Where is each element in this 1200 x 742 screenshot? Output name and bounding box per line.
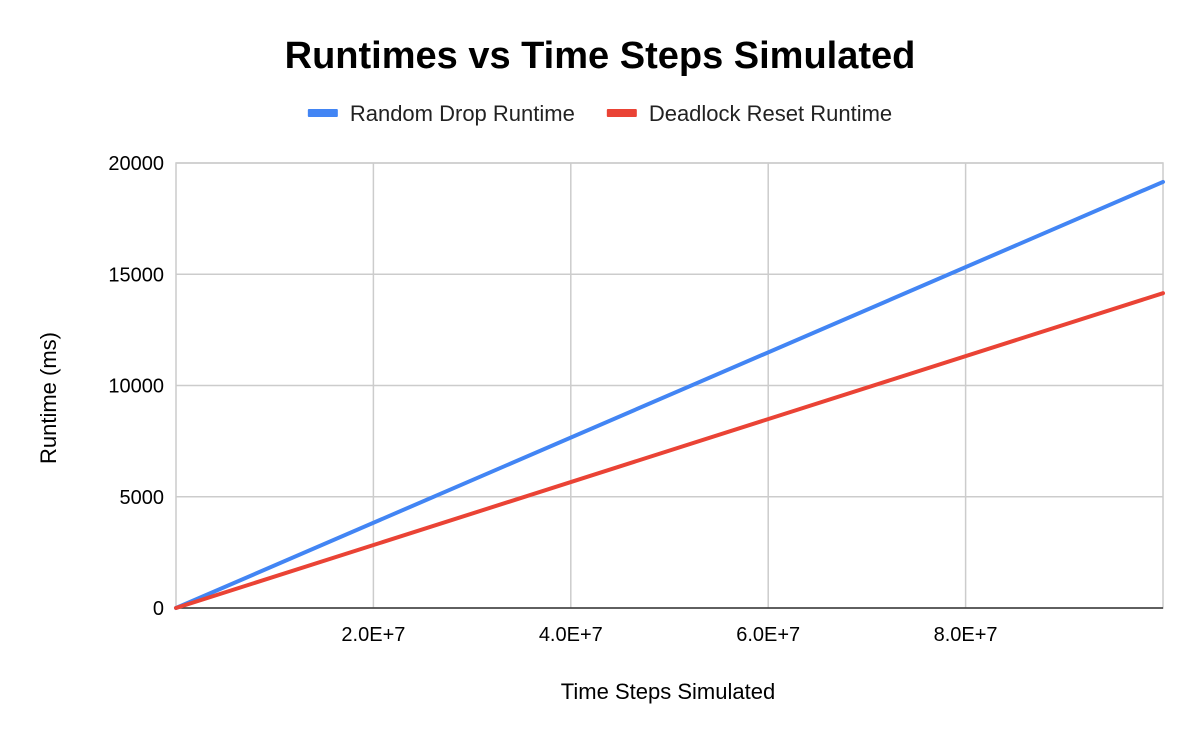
series-line-1 (174, 179, 1165, 610)
x-tick-label: 4.0E+7 (539, 624, 603, 646)
x-tick-label: 8.0E+7 (934, 624, 998, 646)
y-tick-label: 10000 (108, 376, 164, 398)
x-axis-title: Time Steps Simulated (561, 679, 775, 704)
legend-item-2: Deadlock Reset Runtime (606, 101, 892, 126)
y-tick-label: 20000 (108, 153, 164, 175)
legend: Random Drop Runtime Deadlock Reset Runtim… (307, 101, 892, 126)
chart-title: Runtimes vs Time Steps Simulated (285, 35, 916, 77)
y-tick-label: 15000 (108, 264, 164, 286)
ticks: 0 5000 10000 15000 20000 2.0E+7 4.0E+7 6.0E+7 8.… (108, 153, 997, 646)
y-tick-label: 0 (153, 598, 164, 620)
y-axis-title: Runtime (ms) (36, 332, 61, 464)
x-tick-label: 6.0E+7 (736, 624, 800, 646)
legend-swatch (307, 109, 338, 117)
legend-label: Random Drop Runtime (350, 101, 575, 126)
series-layer (174, 179, 1165, 610)
legend-label: Deadlock Reset Runtime (649, 101, 892, 126)
legend-swatch (606, 109, 637, 117)
grid (175, 162, 1164, 609)
y-tick-label: 5000 (120, 487, 165, 509)
series-line-2 (174, 291, 1165, 610)
legend-item-1: Random Drop Runtime (307, 101, 575, 126)
x-tick-label: 2.0E+7 (341, 624, 405, 646)
